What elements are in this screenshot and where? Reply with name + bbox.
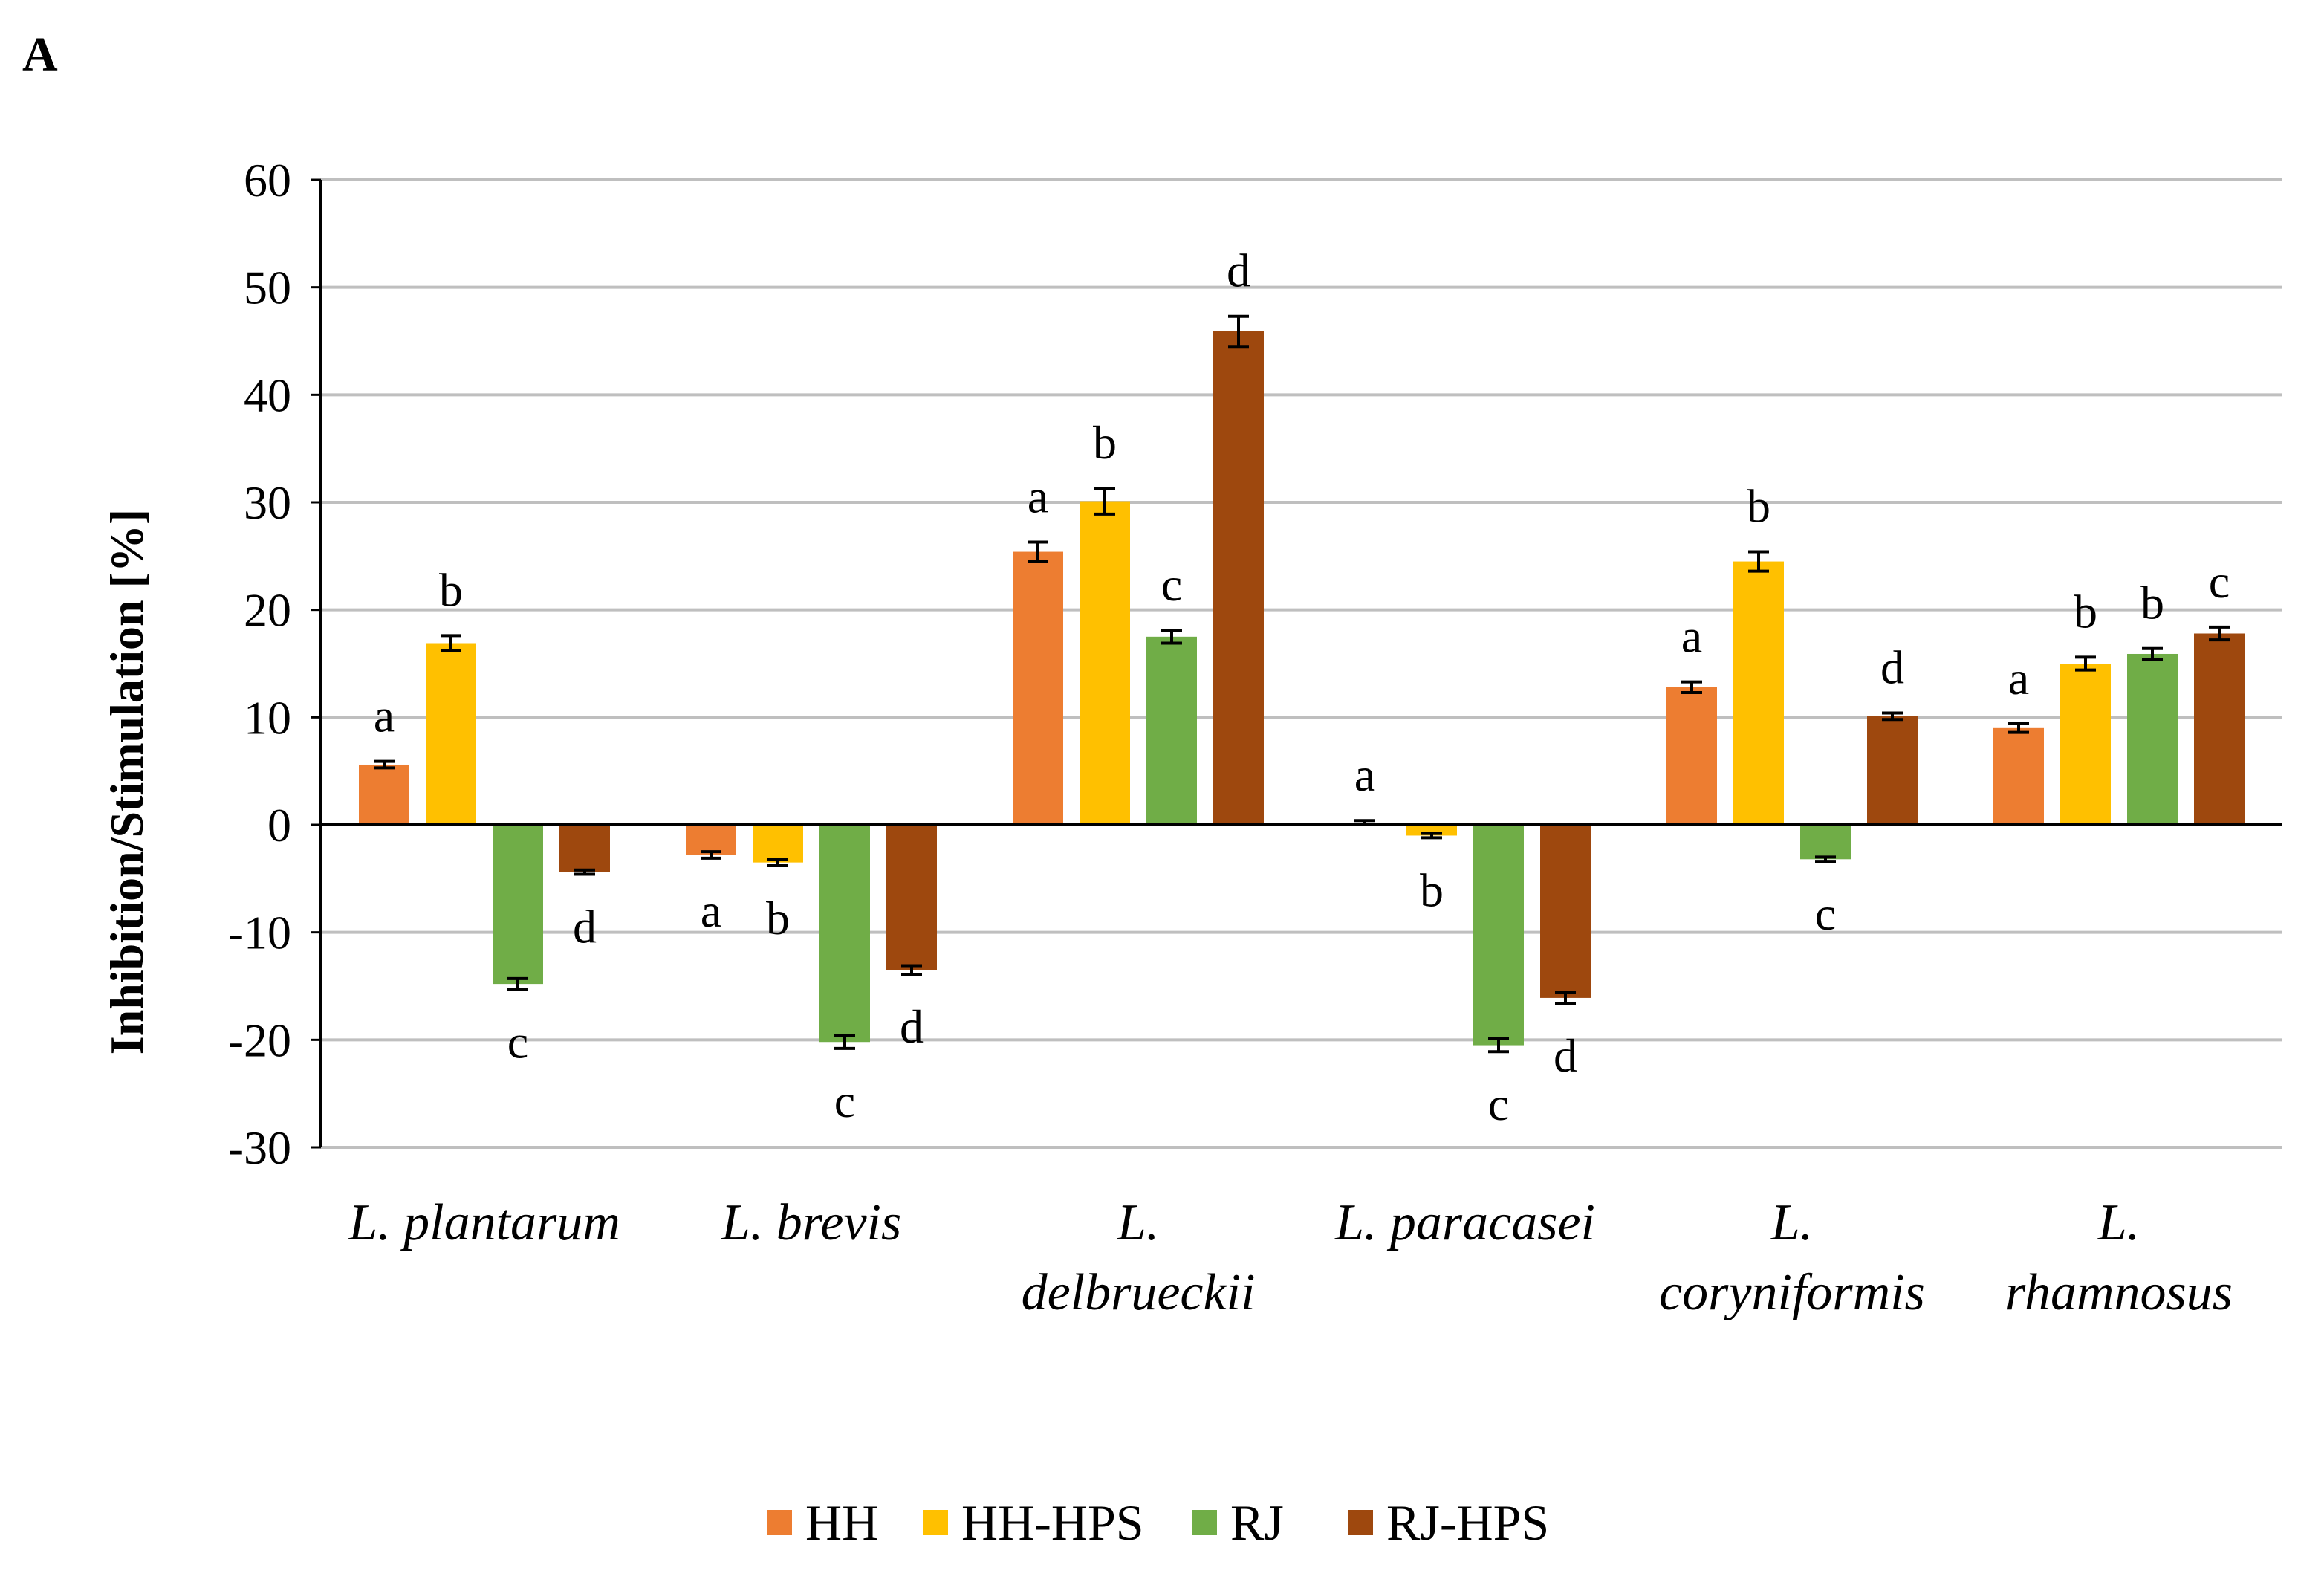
bar xyxy=(2060,664,2111,825)
significance-letter: d xyxy=(573,901,597,953)
x-tick-label: L. xyxy=(1117,1194,1159,1251)
y-tick-label: 40 xyxy=(244,369,291,421)
x-axis-category-labels: L. plantarum L. brevis L. delbrueckii L. par… xyxy=(348,1194,2233,1321)
x-tick-label: delbrueckii xyxy=(1022,1264,1256,1321)
x-tick-label: L. brevis xyxy=(721,1194,901,1251)
significance-letter: b xyxy=(2074,585,2097,638)
y-tick-label: 20 xyxy=(244,584,291,637)
bar xyxy=(753,825,803,863)
axes xyxy=(319,180,2282,1147)
bar xyxy=(2194,633,2245,825)
y-axis-title: Inhibition/Stimulation [%] xyxy=(100,509,153,1054)
y-tick-label: 60 xyxy=(244,154,291,207)
legend-swatch xyxy=(923,1510,948,1535)
legend-label: HH xyxy=(805,1494,878,1551)
legend-label: HH-HPS xyxy=(961,1494,1144,1551)
legend-item: RJ xyxy=(1192,1494,1284,1551)
bar xyxy=(359,764,409,825)
bar xyxy=(2127,653,2178,825)
legend-swatch xyxy=(1348,1510,1373,1535)
bar xyxy=(1800,825,1851,860)
panel-label: A xyxy=(22,27,58,82)
significance-letter: c xyxy=(1488,1077,1509,1130)
bar xyxy=(1993,727,2044,825)
significance-letter: b xyxy=(1747,480,1770,533)
bar xyxy=(1473,825,1524,1046)
significance-letter: a xyxy=(1028,470,1048,523)
y-tick-label: -10 xyxy=(228,907,291,959)
x-tick-label: coryniformis xyxy=(1659,1264,1925,1321)
bar xyxy=(819,825,870,1043)
bar xyxy=(686,825,736,855)
legend-swatch xyxy=(1192,1510,1217,1535)
y-tick-label: 10 xyxy=(244,691,291,744)
y-tick-label: -30 xyxy=(228,1121,291,1174)
bar xyxy=(1146,636,1197,825)
bar xyxy=(886,825,937,970)
significance-letter: c xyxy=(1161,558,1182,611)
significance-letter: c xyxy=(507,1015,528,1068)
significance-letter: b xyxy=(2140,577,2164,629)
significance-letter: c xyxy=(2209,555,2230,608)
significance-letter: d xyxy=(1880,641,1904,694)
bar xyxy=(1080,501,1130,825)
legend-item: HH-HPS xyxy=(923,1494,1144,1551)
y-tick-label: 0 xyxy=(267,799,291,852)
x-tick-label: L. paracasei xyxy=(1334,1194,1595,1251)
significance-letter: b xyxy=(439,563,463,616)
bar xyxy=(1406,825,1457,836)
significance-letter: d xyxy=(1227,244,1250,297)
bar xyxy=(1733,561,1784,825)
legend-label: RJ xyxy=(1230,1494,1284,1551)
significance-letter: c xyxy=(1815,887,1836,940)
x-tick-label: L. xyxy=(2097,1194,2140,1251)
x-tick-label: rhamnosus xyxy=(2005,1264,2233,1321)
y-tick-label: -20 xyxy=(228,1014,291,1066)
bar xyxy=(559,825,610,872)
gridlines xyxy=(321,178,2282,1149)
legend: HH HH-HPS RJ RJ-HPS xyxy=(767,1494,1549,1551)
significance-letter: d xyxy=(1554,1029,1577,1082)
bar xyxy=(1666,687,1717,825)
x-tick-label: L. plantarum xyxy=(348,1194,620,1251)
bar xyxy=(1867,716,1918,825)
bar xyxy=(1013,551,1063,825)
significance-letter: a xyxy=(701,884,721,937)
legend-item: HH xyxy=(767,1494,878,1551)
significance-letter: b xyxy=(1420,863,1444,916)
legend-swatch xyxy=(767,1510,792,1535)
y-tick-label: 50 xyxy=(244,262,291,314)
significance-letter: b xyxy=(1093,416,1117,469)
significance-letter: b xyxy=(766,892,790,944)
bar xyxy=(493,825,543,985)
bar xyxy=(1213,331,1264,826)
significance-letter: a xyxy=(374,690,395,742)
legend-item: RJ-HPS xyxy=(1348,1494,1549,1551)
x-tick-label: L. xyxy=(1770,1194,1813,1251)
bar xyxy=(1540,825,1591,998)
bar xyxy=(426,643,476,825)
y-tick-label: 30 xyxy=(244,476,291,529)
significance-letter: a xyxy=(1681,610,1702,663)
significance-letter: a xyxy=(1354,748,1375,801)
significance-letter: a xyxy=(2008,652,2029,704)
significance-letter: c xyxy=(834,1075,855,1127)
significance-letter: d xyxy=(900,1000,924,1053)
legend-label: RJ-HPS xyxy=(1386,1494,1549,1551)
y-axis-ticks: -30 -20 -10 0 10 20 30 40 50 60 xyxy=(228,154,321,1174)
